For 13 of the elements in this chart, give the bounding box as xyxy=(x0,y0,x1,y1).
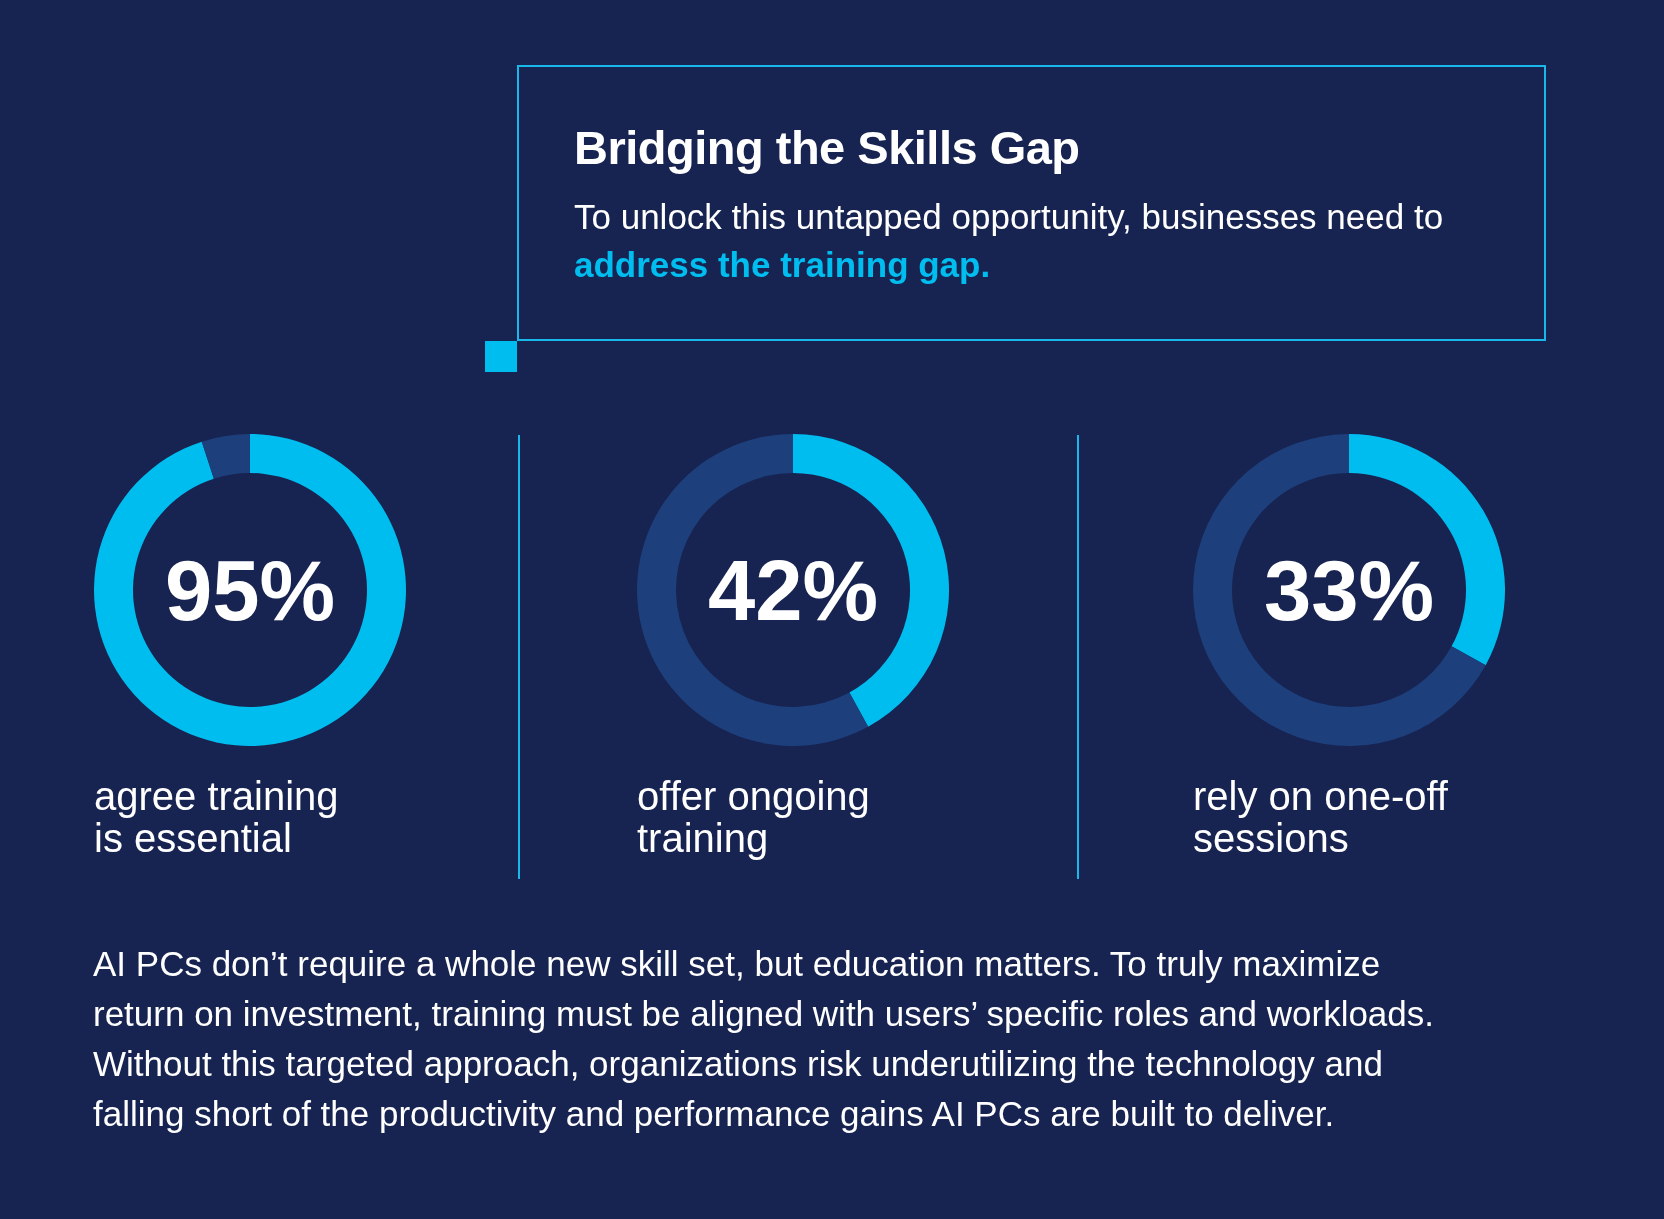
text: offer ongoing training xyxy=(637,774,871,860)
text: 95% xyxy=(165,543,336,638)
text: 33% xyxy=(1264,543,1435,638)
text: rely on one-off sessions xyxy=(1193,774,1449,860)
donut-slice xyxy=(94,434,406,746)
text: address the training gap. xyxy=(574,244,991,286)
text: Bridging the Skills Gap xyxy=(574,121,1080,176)
text: 42% xyxy=(708,543,879,638)
text: agree training is essential xyxy=(94,774,340,860)
text: To unlock this untapped opportunity, businesses need to xyxy=(574,196,1444,238)
donut-slice xyxy=(1193,434,1486,746)
donut-slice xyxy=(201,434,250,479)
text: AI PCs don’t require a whole new skill set, but education matters. To truly maximize return on investment, training must be aligned with users’ specific roles and workloads. Without this targeted approach, organizations risk underutilizing the technology and falling short of the productivity and performance gains AI PCs are built to deliver. xyxy=(93,943,1436,1135)
